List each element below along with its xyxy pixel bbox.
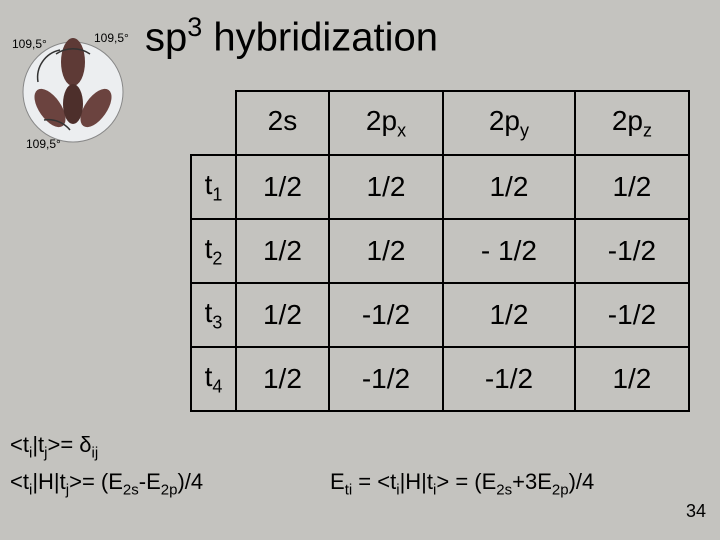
col-header: 2py: [443, 91, 575, 155]
cell: -1/2: [329, 283, 443, 347]
coeff-table: 2s 2px 2py 2pz t1 1/2 1/2 1/2 1/2 t2 1/2…: [190, 90, 690, 412]
svg-text:109,5°: 109,5°: [12, 37, 47, 51]
cell: 1/2: [329, 219, 443, 283]
cell: -1/2: [575, 283, 689, 347]
svg-text:109,5°: 109,5°: [26, 137, 61, 150]
cell: -1/2: [329, 347, 443, 411]
cell: 1/2: [236, 219, 329, 283]
cell: 1/2: [236, 283, 329, 347]
col-header: 2pz: [575, 91, 689, 155]
cell: 1/2: [236, 347, 329, 411]
col-header: 2px: [329, 91, 443, 155]
cell: 1/2: [329, 155, 443, 219]
page-title: sp3 hybridization: [145, 12, 438, 60]
cell: 1/2: [236, 155, 329, 219]
cell: 1/2: [443, 155, 575, 219]
cell: - 1/2: [443, 219, 575, 283]
formula-hamiltonian: <ti|H|tj>= (E2s-E2p)/4: [10, 465, 203, 502]
svg-text:109,5°: 109,5°: [94, 31, 129, 45]
formula-orthonormal: <ti|tj>= δij: [10, 428, 203, 465]
title-pre: sp: [145, 15, 187, 59]
row-header: t1: [191, 155, 236, 219]
col-header: 2s: [236, 91, 329, 155]
cell: 1/2: [575, 155, 689, 219]
formula-energy: Eti = <ti|H|ti> = (E2s+3E2p)/4: [330, 469, 594, 498]
page-number: 34: [686, 501, 706, 522]
title-post: hybridization: [202, 15, 438, 59]
cell: -1/2: [443, 347, 575, 411]
row-header: t3: [191, 283, 236, 347]
row-header: t2: [191, 219, 236, 283]
title-exp: 3: [187, 12, 202, 42]
formulas-left: <ti|tj>= δij <ti|H|tj>= (E2s-E2p)/4: [10, 428, 203, 502]
cell: 1/2: [443, 283, 575, 347]
sp3-diagram: 109,5° 109,5° 109,5°: [8, 20, 138, 150]
table-corner: [191, 91, 236, 155]
cell: -1/2: [575, 219, 689, 283]
row-header: t4: [191, 347, 236, 411]
cell: 1/2: [575, 347, 689, 411]
